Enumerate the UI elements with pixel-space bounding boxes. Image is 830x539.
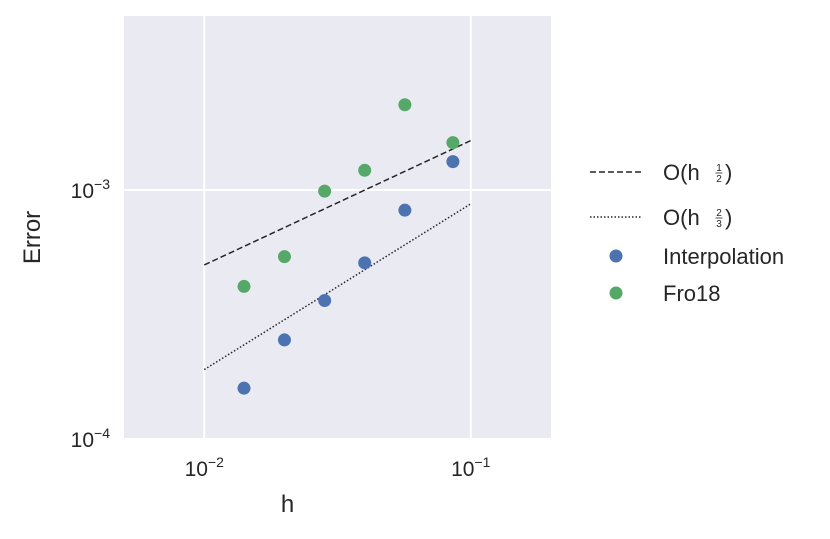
legend-label: Interpolation — [663, 244, 784, 269]
point-fro18-4 — [358, 163, 372, 177]
x-tick-label: 10−1 — [451, 454, 491, 481]
legend-close-paren: ) — [725, 160, 732, 185]
point-fro18-3 — [318, 184, 332, 198]
legend-exponent-denominator: 3 — [716, 219, 722, 230]
point-fro18-2 — [277, 250, 291, 264]
legend-marker-swatch — [609, 286, 623, 300]
point-interpolation-6 — [446, 155, 460, 169]
plot-area — [124, 16, 551, 439]
legend-label: O(h — [663, 160, 700, 185]
legend-exponent-numerator: 2 — [716, 208, 722, 219]
y-axis-label: Error — [19, 211, 46, 264]
point-interpolation-2 — [277, 333, 291, 347]
point-interpolation-1 — [237, 381, 251, 395]
point-interpolation-4 — [358, 256, 372, 270]
point-fro18-6 — [446, 136, 460, 150]
legend-exponent-numerator: 1 — [716, 163, 722, 174]
point-interpolation-5 — [398, 203, 412, 217]
x-axis-label: h — [281, 491, 294, 518]
legend-label: Fro18 — [663, 281, 720, 306]
reference-line-1 — [203, 139, 472, 266]
point-fro18-1 — [237, 279, 251, 293]
y-tick-label: 10−4 — [71, 425, 111, 452]
legend-close-paren: ) — [725, 205, 732, 230]
grid-lines — [124, 16, 551, 440]
reference-lines — [203, 139, 472, 371]
legend-marker-swatch — [609, 249, 623, 263]
legend-label: O(h — [663, 205, 700, 230]
tick-labels: 10−2 10−1 10−4 10−3 — [71, 176, 491, 481]
legend-exponent-denominator: 2 — [716, 174, 722, 185]
point-fro18-5 — [398, 98, 412, 112]
x-tick-label: 10−2 — [185, 454, 225, 481]
data-points — [237, 98, 460, 395]
point-interpolation-3 — [318, 293, 332, 307]
y-tick-label: 10−3 — [71, 176, 111, 203]
